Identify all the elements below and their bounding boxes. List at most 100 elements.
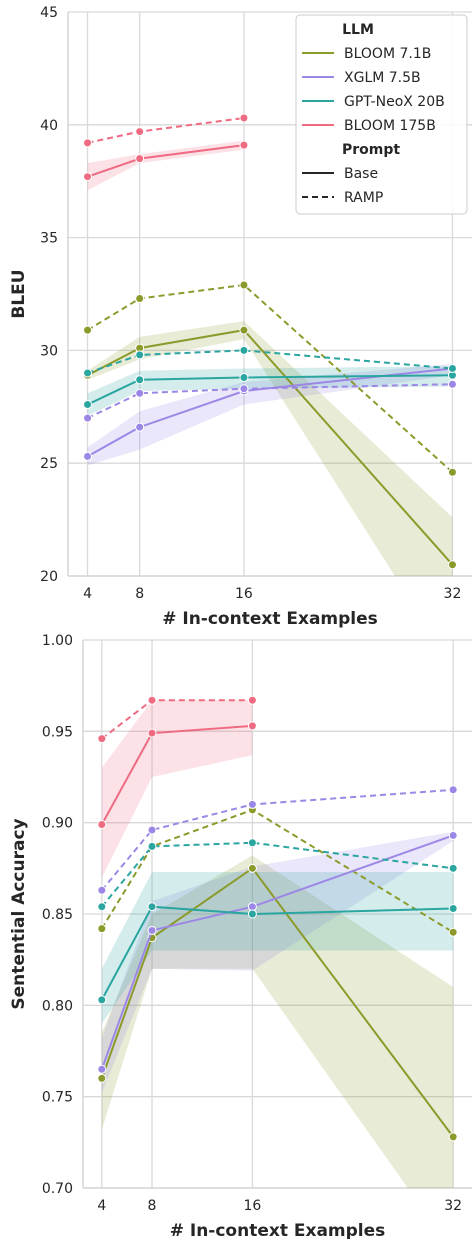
series-line xyxy=(87,367,453,458)
x-tick-label: 16 xyxy=(235,586,253,602)
legend-title-llm: LLM xyxy=(342,22,374,38)
data-point xyxy=(247,863,257,873)
data-point xyxy=(135,375,145,385)
series-line xyxy=(100,866,454,1138)
data-point xyxy=(147,695,157,705)
legend-entry: XGLM 7.5B xyxy=(344,70,421,86)
y-tick-label: 1.00 xyxy=(42,633,73,649)
data-point xyxy=(97,819,107,829)
y-tick-label: 35 xyxy=(40,231,58,247)
data-point xyxy=(147,728,157,738)
x-tick-label: 4 xyxy=(83,586,92,602)
data-point xyxy=(135,350,145,360)
series-line xyxy=(87,283,454,473)
data-point xyxy=(83,138,93,148)
data-point xyxy=(83,451,93,461)
data-point xyxy=(135,127,145,137)
data-point xyxy=(448,785,458,795)
x-tick-label: 8 xyxy=(135,586,144,602)
y-tick-label: 0.70 xyxy=(42,1181,73,1197)
y-tick-label: 0.85 xyxy=(42,907,73,923)
series-line xyxy=(101,788,454,891)
data-point xyxy=(147,902,157,912)
series-line xyxy=(87,329,454,566)
data-point xyxy=(247,838,257,848)
data-point xyxy=(247,695,257,705)
data-point xyxy=(447,560,457,570)
data-point xyxy=(135,388,145,398)
plot-area xyxy=(83,113,457,576)
data-point xyxy=(247,902,257,912)
data-point xyxy=(83,400,93,410)
x-axis-label: # In-context Examples xyxy=(162,609,378,629)
data-point xyxy=(97,1064,107,1074)
ci-band xyxy=(87,140,244,191)
chart-panel-2: 0.70 0.75 0.80 0.85 0.90 0.95 1.00 4 8 16 32 # In-c… xyxy=(9,633,472,1239)
legend-entry: BLOOM 175B xyxy=(344,118,436,134)
data-point xyxy=(97,902,107,912)
y-tick-label: 0.95 xyxy=(42,724,73,740)
chart-panel-1: 20 25 30 35 40 45 4 8 16 32 # In-context Examples B… xyxy=(9,5,472,629)
x-tick-label: 4 xyxy=(97,1198,106,1214)
legend-entry: BLOOM 7.1B xyxy=(344,46,431,62)
series-line xyxy=(101,841,454,908)
data-point xyxy=(147,841,157,851)
data-point xyxy=(447,363,457,373)
series-line xyxy=(87,349,453,374)
y-tick-label: 45 xyxy=(40,5,58,21)
series-line xyxy=(100,834,454,1070)
data-point xyxy=(83,325,93,335)
data-point xyxy=(239,384,249,394)
data-point xyxy=(135,294,145,304)
data-point xyxy=(448,1132,458,1142)
series-line xyxy=(87,117,245,144)
y-tick-label: 40 xyxy=(40,118,58,134)
y-tick-label: 0.80 xyxy=(42,998,73,1014)
data-point xyxy=(97,995,107,1005)
x-tick-label: 8 xyxy=(148,1198,157,1214)
data-point xyxy=(239,140,249,150)
data-point xyxy=(247,721,257,731)
data-point xyxy=(239,345,249,355)
data-point xyxy=(147,925,157,935)
data-point xyxy=(247,799,257,809)
data-point xyxy=(448,904,458,914)
ci-band xyxy=(101,831,454,1094)
legend: LLM BLOOM 7.1B XGLM 7.5B GPT-NeoX 20B BLOOM … xyxy=(295,14,468,215)
ci-band xyxy=(101,700,253,878)
y-tick-label: 20 xyxy=(40,569,58,585)
data-point xyxy=(147,825,157,835)
data-point xyxy=(239,280,249,290)
data-point xyxy=(448,927,458,937)
legend-entry: GPT-NeoX 20B xyxy=(344,94,445,110)
x-axis-label: # In-context Examples xyxy=(170,1221,386,1239)
legend-box xyxy=(295,14,468,215)
data-point xyxy=(448,863,458,873)
data-point xyxy=(135,154,145,164)
data-point xyxy=(447,379,457,389)
y-tick-label: 25 xyxy=(40,456,58,472)
data-point xyxy=(247,909,257,919)
ci-band xyxy=(87,321,453,576)
legend-title-prompt: Prompt xyxy=(342,142,400,158)
data-point xyxy=(83,413,93,423)
data-point xyxy=(239,325,249,335)
ci-band xyxy=(101,855,454,1188)
data-point xyxy=(97,924,107,934)
legend-entry: RAMP xyxy=(344,190,383,206)
x-tick-label: 32 xyxy=(444,1198,462,1214)
data-point xyxy=(447,467,457,477)
data-point xyxy=(97,1073,107,1083)
data-point xyxy=(97,734,107,744)
ci-band xyxy=(87,363,453,466)
x-tick-label: 32 xyxy=(444,586,462,602)
y-tick-label: 30 xyxy=(40,343,58,359)
y-axis-label: BLEU xyxy=(9,269,29,318)
data-point xyxy=(239,113,249,123)
data-point xyxy=(135,422,145,432)
data-point xyxy=(97,885,107,895)
plot-area xyxy=(97,695,458,1188)
data-point xyxy=(239,372,249,382)
x-tick-label: 16 xyxy=(243,1198,261,1214)
